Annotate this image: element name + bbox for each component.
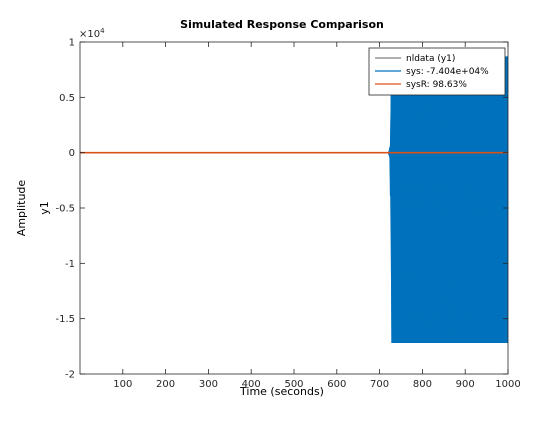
x-tick-label: 600 xyxy=(327,379,346,390)
legend-box xyxy=(368,47,506,96)
y-tick-label: -0.5 xyxy=(55,204,75,215)
y-exponent-power: 4 xyxy=(100,27,105,35)
x-axis-label: Time (seconds) xyxy=(239,385,324,398)
legend-label-1: nldata (y1) xyxy=(406,54,455,64)
x-tick-label: 700 xyxy=(370,379,389,390)
x-tick-label: 300 xyxy=(199,379,218,390)
y-tick-label: -2 xyxy=(65,370,75,381)
y-tick-label: -1.5 xyxy=(55,314,75,325)
channel-label: y1 xyxy=(38,201,51,215)
chart-title: Simulated Response Comparison xyxy=(180,18,384,31)
x-tick-label: 100 xyxy=(113,379,132,390)
y-axis-label: Amplitude xyxy=(15,180,28,237)
y-tick-label: 1 xyxy=(69,38,75,49)
y-exponent-base: ×10 xyxy=(79,29,100,40)
y-exponent-label: ×104 xyxy=(79,27,105,40)
x-tick-label: 200 xyxy=(156,379,175,390)
y-tick-label: 0 xyxy=(69,148,75,159)
y-tick-label: -1 xyxy=(65,259,75,270)
series-2-trace xyxy=(387,56,508,344)
legend-label-3: sysR: 98.63% xyxy=(406,80,467,90)
y-tick-label: 0.5 xyxy=(59,93,75,104)
legend-label-2: sys: -7.404e+04% xyxy=(406,67,489,77)
x-tick-label: 800 xyxy=(413,379,432,390)
x-tick-label: 500 xyxy=(284,379,303,390)
x-tick-label: 400 xyxy=(242,379,261,390)
x-tick-label: 900 xyxy=(456,379,475,390)
legend: nldata (y1) sys: -7.404e+04% sysR: 98.63% xyxy=(368,47,506,96)
series-group xyxy=(80,56,508,344)
x-tick-label: 1000 xyxy=(495,379,520,390)
